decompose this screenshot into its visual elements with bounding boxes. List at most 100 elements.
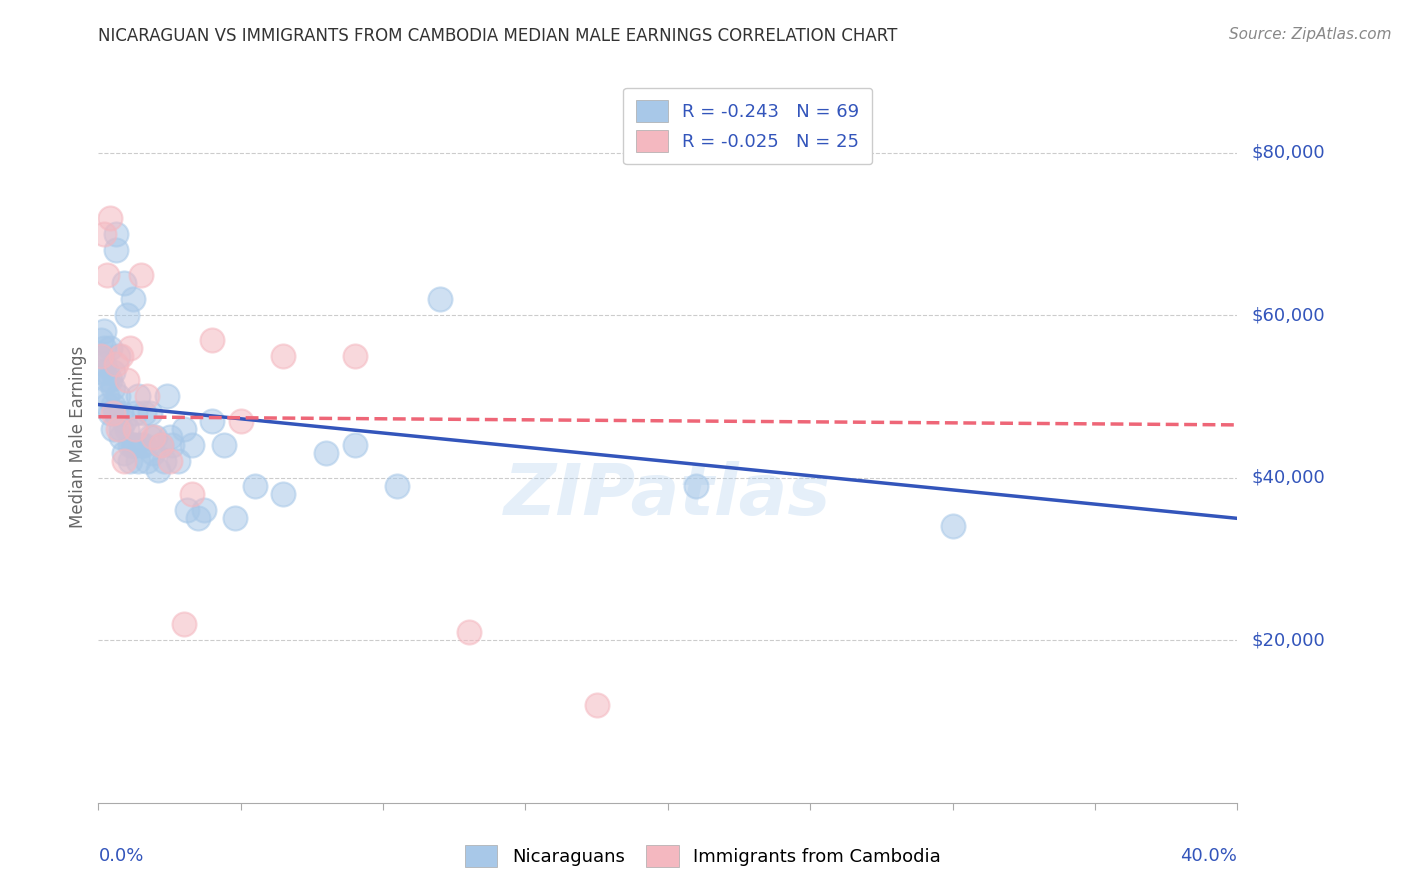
Point xyxy=(212,438,235,452)
Text: $40,000: $40,000 xyxy=(1251,468,1324,487)
Point xyxy=(224,511,246,525)
Point xyxy=(135,389,157,403)
Point xyxy=(193,503,215,517)
Point xyxy=(118,438,141,452)
Point xyxy=(115,373,138,387)
Point xyxy=(110,406,132,420)
Point xyxy=(101,365,124,379)
Point xyxy=(101,381,124,395)
Point xyxy=(98,211,121,225)
Point xyxy=(101,406,124,420)
Point xyxy=(90,349,112,363)
Point xyxy=(153,454,176,468)
Point xyxy=(145,430,167,444)
Point xyxy=(96,389,118,403)
Point xyxy=(138,430,160,444)
Point xyxy=(121,292,143,306)
Point xyxy=(93,325,115,339)
Point xyxy=(201,333,224,347)
Point xyxy=(148,462,170,476)
Point xyxy=(129,438,152,452)
Point xyxy=(101,422,124,436)
Legend: Nicaraguans, Immigrants from Cambodia: Nicaraguans, Immigrants from Cambodia xyxy=(458,838,948,874)
Point xyxy=(104,227,127,241)
Point xyxy=(181,487,204,501)
Point xyxy=(107,349,129,363)
Point xyxy=(107,422,129,436)
Point xyxy=(104,406,127,420)
Point xyxy=(429,292,451,306)
Text: $80,000: $80,000 xyxy=(1251,144,1324,161)
Point xyxy=(93,357,115,371)
Point xyxy=(96,268,118,282)
Point xyxy=(129,268,152,282)
Text: $60,000: $60,000 xyxy=(1251,306,1324,324)
Point xyxy=(90,333,112,347)
Point xyxy=(132,438,155,452)
Point xyxy=(156,389,179,403)
Point xyxy=(135,454,157,468)
Point xyxy=(90,349,112,363)
Point xyxy=(104,243,127,257)
Point xyxy=(132,406,155,420)
Point xyxy=(96,373,118,387)
Point xyxy=(127,389,149,403)
Point xyxy=(457,625,479,640)
Point xyxy=(112,454,135,468)
Text: $20,000: $20,000 xyxy=(1251,632,1324,649)
Point xyxy=(162,438,184,452)
Point xyxy=(343,349,366,363)
Point xyxy=(96,398,118,412)
Point xyxy=(585,698,607,713)
Text: ZIPatlas: ZIPatlas xyxy=(505,461,831,530)
Point xyxy=(150,438,173,452)
Point xyxy=(104,357,127,371)
Point xyxy=(115,308,138,322)
Point xyxy=(98,406,121,420)
Point xyxy=(90,365,112,379)
Point xyxy=(98,373,121,387)
Point xyxy=(685,479,707,493)
Point xyxy=(159,430,181,444)
Point xyxy=(243,479,266,493)
Text: Source: ZipAtlas.com: Source: ZipAtlas.com xyxy=(1229,27,1392,42)
Point xyxy=(93,227,115,241)
Point xyxy=(315,446,337,460)
Point xyxy=(167,454,190,468)
Point xyxy=(98,341,121,355)
Point xyxy=(93,341,115,355)
Point xyxy=(942,519,965,533)
Point xyxy=(141,430,163,444)
Point xyxy=(124,406,146,420)
Point xyxy=(112,276,135,290)
Text: NICARAGUAN VS IMMIGRANTS FROM CAMBODIA MEDIAN MALE EARNINGS CORRELATION CHART: NICARAGUAN VS IMMIGRANTS FROM CAMBODIA M… xyxy=(98,27,898,45)
Text: 40.0%: 40.0% xyxy=(1181,847,1237,864)
Point xyxy=(343,438,366,452)
Point xyxy=(107,389,129,403)
Point xyxy=(181,438,204,452)
Point xyxy=(141,446,163,460)
Point xyxy=(121,438,143,452)
Point xyxy=(110,422,132,436)
Point xyxy=(229,414,252,428)
Point xyxy=(387,479,409,493)
Point xyxy=(201,414,224,428)
Point xyxy=(118,454,141,468)
Point xyxy=(273,349,295,363)
Point xyxy=(127,454,149,468)
Point xyxy=(110,349,132,363)
Point xyxy=(112,446,135,460)
Point xyxy=(159,454,181,468)
Point xyxy=(110,430,132,444)
Point xyxy=(138,406,160,420)
Point xyxy=(150,438,173,452)
Point xyxy=(115,422,138,436)
Point xyxy=(118,341,141,355)
Point xyxy=(124,438,146,452)
Point xyxy=(273,487,295,501)
Point xyxy=(124,422,146,436)
Point xyxy=(176,503,198,517)
Point xyxy=(101,398,124,412)
Point xyxy=(112,414,135,428)
Point xyxy=(187,511,209,525)
